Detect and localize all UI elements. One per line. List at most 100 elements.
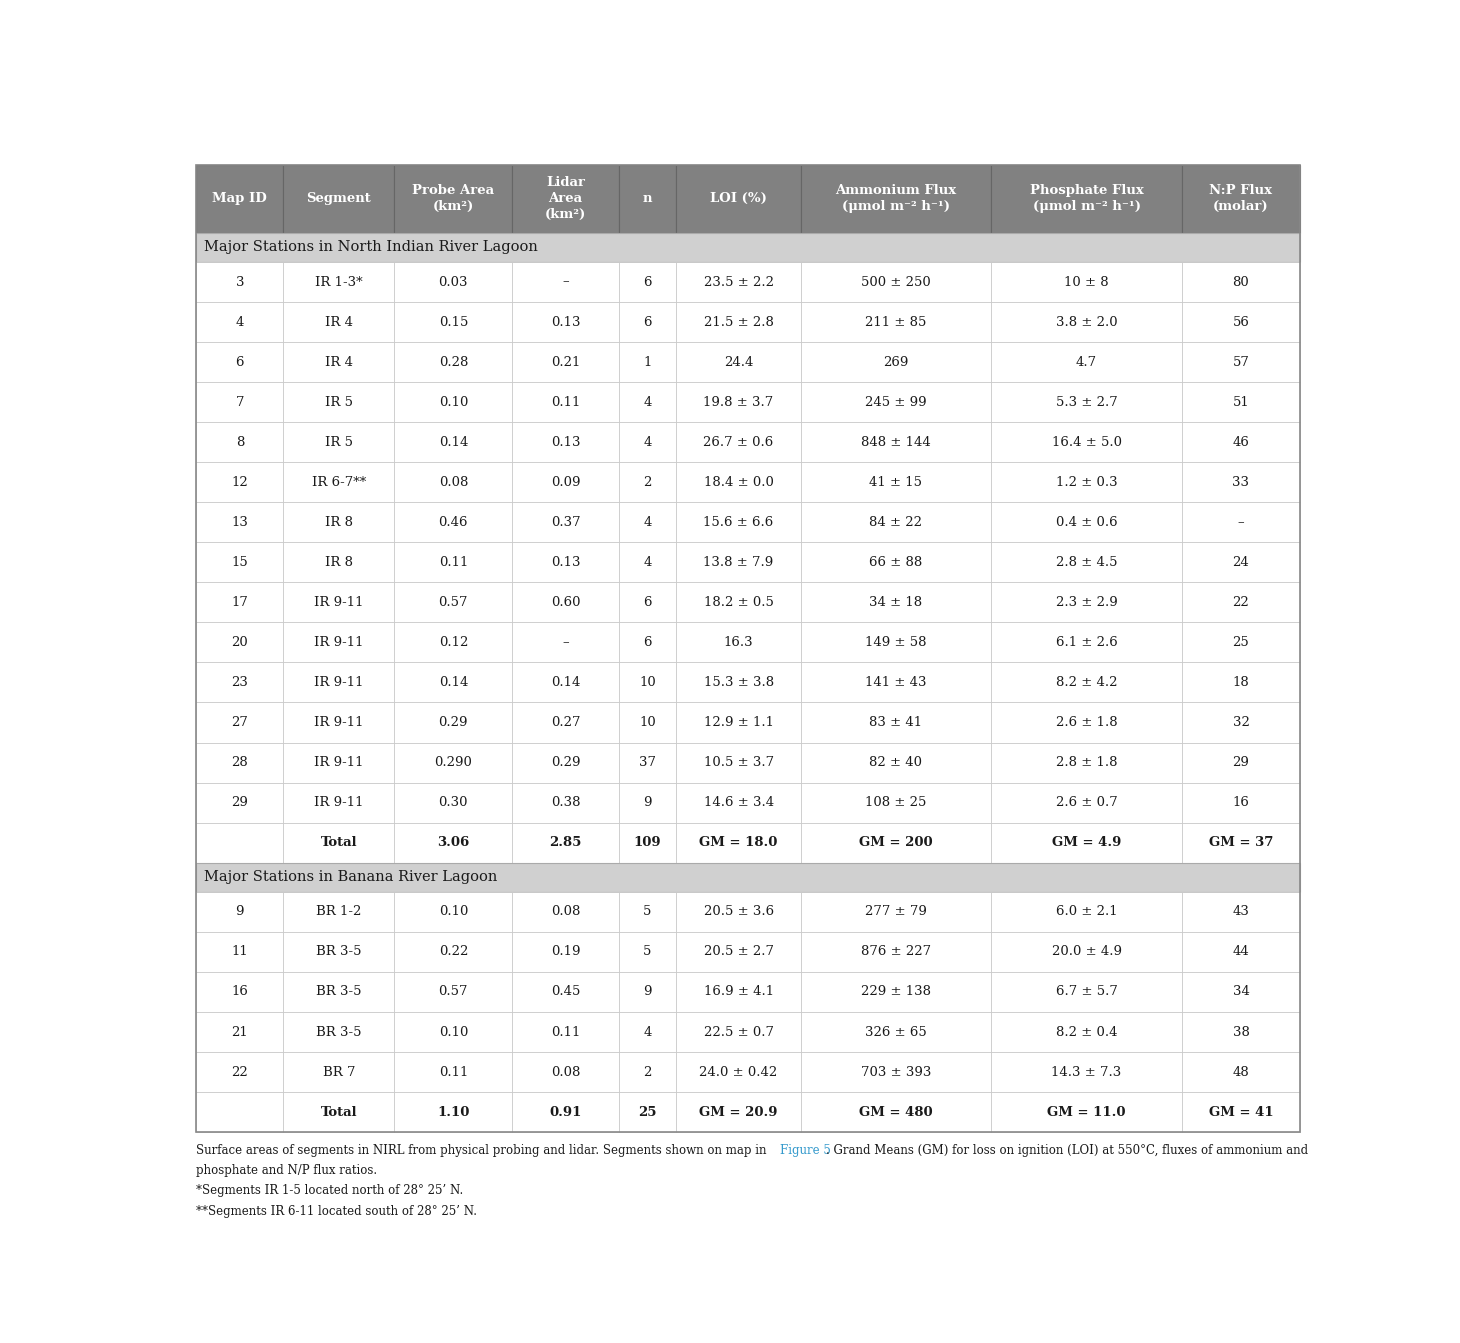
Text: 0.11: 0.11 xyxy=(550,1026,580,1038)
Bar xyxy=(1181,662,1299,702)
Text: 27: 27 xyxy=(232,716,248,729)
Text: 84 ± 22: 84 ± 22 xyxy=(870,516,923,529)
Text: 32: 32 xyxy=(1232,716,1250,729)
Text: IR 4: IR 4 xyxy=(324,316,353,329)
Text: n: n xyxy=(642,192,653,205)
Bar xyxy=(1181,262,1299,302)
Bar xyxy=(991,342,1181,383)
Text: 37: 37 xyxy=(639,756,656,770)
Text: 0.19: 0.19 xyxy=(550,945,580,959)
Bar xyxy=(512,823,619,862)
Bar xyxy=(619,262,676,302)
Bar xyxy=(991,823,1181,862)
Text: 5: 5 xyxy=(644,905,651,919)
Text: 2: 2 xyxy=(644,1065,651,1078)
Text: 14.3 ± 7.3: 14.3 ± 7.3 xyxy=(1051,1065,1121,1078)
Text: 876 ± 227: 876 ± 227 xyxy=(861,945,931,959)
Bar xyxy=(800,502,991,543)
Bar xyxy=(619,1013,676,1052)
Bar xyxy=(619,823,676,862)
Text: 22: 22 xyxy=(232,1065,248,1078)
Bar xyxy=(1181,165,1299,232)
Text: BR 7: BR 7 xyxy=(323,1065,355,1078)
Bar xyxy=(1181,543,1299,583)
Text: BR 3-5: BR 3-5 xyxy=(315,986,362,998)
Bar xyxy=(619,543,676,583)
Text: 9: 9 xyxy=(644,986,651,998)
Bar xyxy=(1181,783,1299,823)
Bar xyxy=(800,743,991,783)
Text: 9: 9 xyxy=(235,905,244,919)
Bar xyxy=(197,622,283,662)
Bar xyxy=(676,932,800,972)
Bar xyxy=(512,422,619,462)
Bar xyxy=(991,302,1181,342)
Text: 8.2 ± 4.2: 8.2 ± 4.2 xyxy=(1056,676,1117,689)
Text: 6: 6 xyxy=(235,356,244,368)
Bar xyxy=(283,383,394,422)
Bar xyxy=(991,932,1181,972)
Bar xyxy=(991,622,1181,662)
Text: 245 ± 99: 245 ± 99 xyxy=(866,396,927,408)
Text: 56: 56 xyxy=(1232,316,1250,329)
Text: GM = 200: GM = 200 xyxy=(858,837,933,849)
Text: 0.11: 0.11 xyxy=(438,556,469,569)
Bar xyxy=(676,1052,800,1092)
Bar xyxy=(991,783,1181,823)
Bar xyxy=(991,743,1181,783)
Bar xyxy=(991,972,1181,1013)
Text: GM = 11.0: GM = 11.0 xyxy=(1047,1105,1126,1119)
Text: IR 6-7**: IR 6-7** xyxy=(311,475,366,489)
Text: 6.1 ± 2.6: 6.1 ± 2.6 xyxy=(1056,635,1117,649)
Bar xyxy=(394,1052,512,1092)
Text: 211 ± 85: 211 ± 85 xyxy=(866,316,927,329)
Text: 13: 13 xyxy=(232,516,248,529)
Bar xyxy=(1181,1052,1299,1092)
Bar xyxy=(394,462,512,502)
Text: 5.3 ± 2.7: 5.3 ± 2.7 xyxy=(1056,396,1117,408)
Bar xyxy=(197,823,283,862)
Text: 15.3 ± 3.8: 15.3 ± 3.8 xyxy=(704,676,774,689)
Text: 0.10: 0.10 xyxy=(438,396,469,408)
Bar xyxy=(394,302,512,342)
Bar xyxy=(676,1092,800,1132)
Bar xyxy=(283,165,394,232)
Text: 0.290: 0.290 xyxy=(435,756,472,770)
Text: 0.21: 0.21 xyxy=(550,356,580,368)
Text: 0.38: 0.38 xyxy=(550,796,580,808)
Bar xyxy=(512,462,619,502)
Text: 0.30: 0.30 xyxy=(438,796,469,808)
Bar xyxy=(512,1052,619,1092)
Bar xyxy=(800,1013,991,1052)
Bar xyxy=(676,622,800,662)
Bar xyxy=(1181,422,1299,462)
Text: 0.08: 0.08 xyxy=(438,475,469,489)
Text: 1.10: 1.10 xyxy=(437,1105,470,1119)
Text: 0.10: 0.10 xyxy=(438,905,469,919)
Text: 44: 44 xyxy=(1232,945,1250,959)
Text: GM = 41: GM = 41 xyxy=(1209,1105,1273,1119)
Text: IR 8: IR 8 xyxy=(324,516,353,529)
Text: IR 5: IR 5 xyxy=(324,396,353,408)
Bar xyxy=(197,262,283,302)
Text: 2.6 ± 1.8: 2.6 ± 1.8 xyxy=(1056,716,1117,729)
Bar xyxy=(283,783,394,823)
Bar xyxy=(800,165,991,232)
Text: 29: 29 xyxy=(232,796,248,808)
Bar xyxy=(800,462,991,502)
Bar xyxy=(394,262,512,302)
Bar xyxy=(991,383,1181,422)
Bar xyxy=(991,662,1181,702)
Bar xyxy=(512,543,619,583)
Bar xyxy=(619,702,676,743)
Text: 83 ± 41: 83 ± 41 xyxy=(870,716,923,729)
Text: 26.7 ± 0.6: 26.7 ± 0.6 xyxy=(704,435,774,449)
Bar xyxy=(394,543,512,583)
Text: 4: 4 xyxy=(644,556,651,569)
Text: 6.0 ± 2.1: 6.0 ± 2.1 xyxy=(1056,905,1117,919)
Bar xyxy=(394,662,512,702)
Text: Major Stations in North Indian River Lagoon: Major Stations in North Indian River Lag… xyxy=(204,240,539,254)
Text: 141 ± 43: 141 ± 43 xyxy=(866,676,927,689)
Bar xyxy=(197,302,283,342)
Bar xyxy=(197,342,283,383)
